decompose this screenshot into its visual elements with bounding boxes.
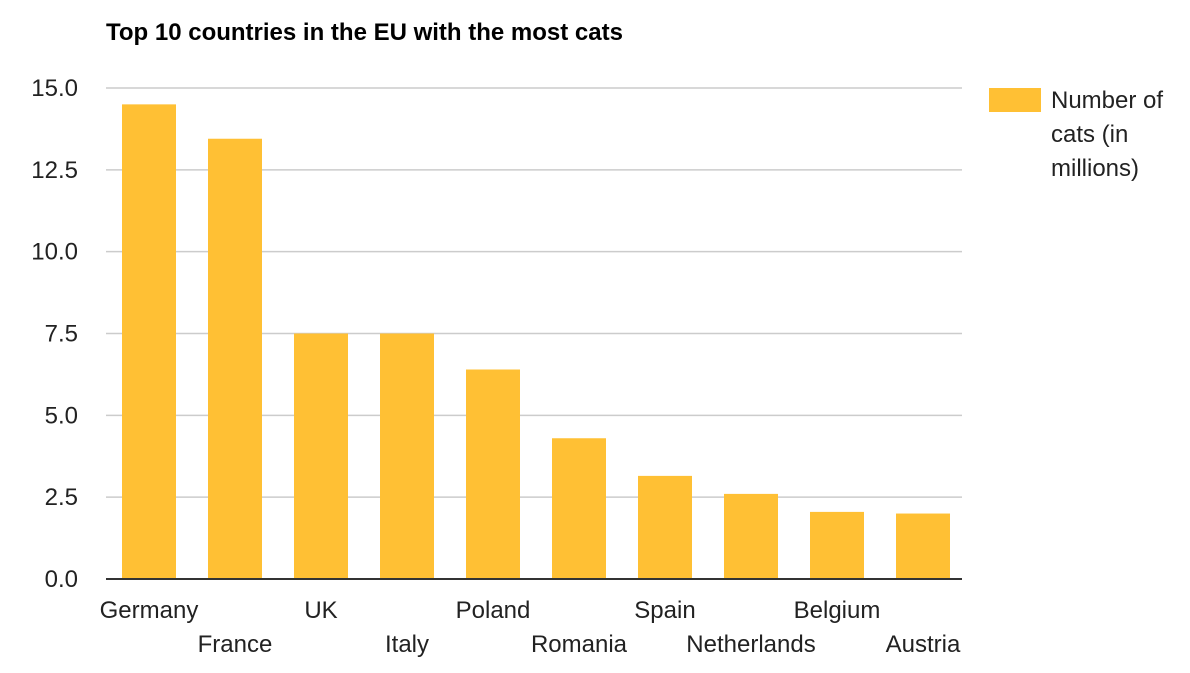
x-category-label: Poland: [456, 597, 531, 624]
legend-label: millions): [1051, 155, 1139, 182]
legend-label: cats (in: [1051, 121, 1128, 148]
y-tick-label: 15.0: [31, 75, 78, 102]
y-tick-label: 12.5: [31, 157, 78, 184]
x-category-label: UK: [304, 597, 337, 624]
y-axis-ticks: 0.0 2.5 5.0 7.5 10.0 12.5 15.0: [31, 75, 78, 593]
legend-swatch: [989, 88, 1041, 112]
x-category-label: Spain: [634, 597, 695, 624]
bar: [380, 333, 434, 579]
bar: [724, 493, 778, 579]
y-tick-label: 0.0: [45, 566, 78, 593]
legend-label: Number of: [1051, 87, 1163, 114]
bar: [552, 438, 606, 579]
x-category-label: France: [198, 631, 273, 658]
y-tick-label: 2.5: [45, 484, 78, 511]
bar: [810, 511, 864, 579]
bar: [122, 104, 176, 579]
legend: Number of cats (in millions): [989, 87, 1163, 182]
x-category-label: Belgium: [794, 597, 881, 624]
chart-title: Top 10 countries in the EU with the most…: [106, 19, 623, 46]
bar: [466, 369, 520, 579]
y-tick-label: 5.0: [45, 402, 78, 429]
bar: [896, 513, 950, 579]
bars: [122, 104, 950, 579]
y-tick-label: 7.5: [45, 321, 78, 348]
x-category-label: Romania: [531, 631, 628, 658]
bar: [208, 138, 262, 579]
x-category-label: Netherlands: [686, 631, 815, 658]
x-category-label: Germany: [100, 597, 199, 624]
x-category-label: Austria: [886, 631, 961, 658]
bar: [638, 475, 692, 579]
y-tick-label: 10.0: [31, 239, 78, 266]
bar: [294, 333, 348, 579]
x-category-label: Italy: [385, 631, 429, 658]
